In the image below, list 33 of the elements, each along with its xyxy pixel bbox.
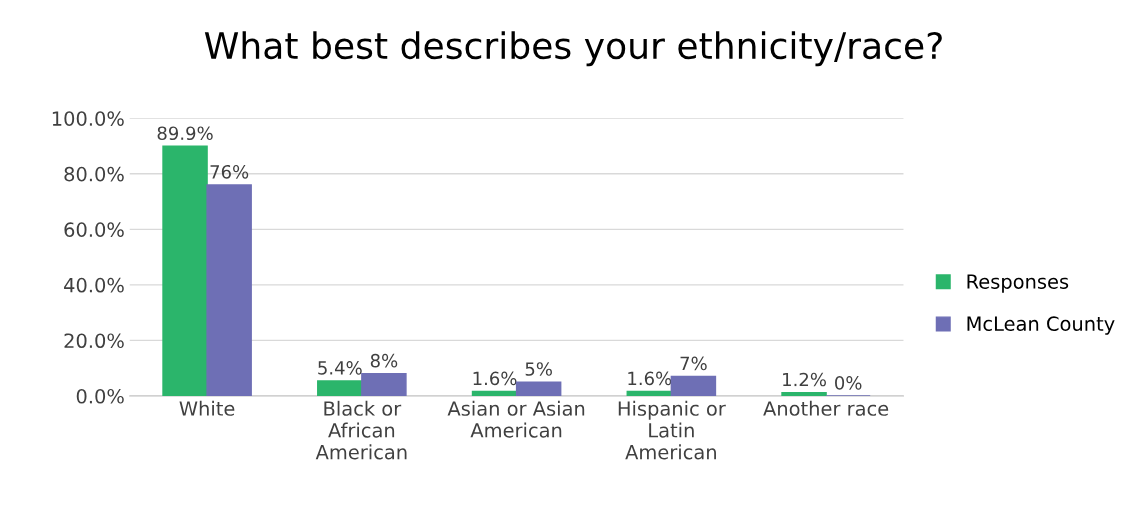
data-label: 1.6%: [628, 371, 672, 386]
legend-label: Responses: [967, 274, 1069, 293]
data-label: 1.2%: [783, 372, 826, 387]
bar: [162, 145, 208, 396]
data-label: 7%: [680, 356, 707, 371]
data-label: 0%: [835, 376, 862, 390]
y-tick-label: 40.0%: [64, 277, 124, 293]
chart-title: What best describes your ethnicity/race?: [204, 31, 942, 67]
data-label: 1.6%: [473, 371, 517, 386]
y-tick-label: 60.0%: [64, 222, 124, 238]
bar: [515, 381, 562, 396]
x-tick-label: Black or African American: [315, 400, 407, 460]
y-tick-label: 100.0%: [52, 111, 124, 126]
bar: [361, 373, 407, 396]
data-label: 5%: [525, 362, 552, 376]
bar: [206, 184, 252, 396]
bar: [471, 390, 518, 396]
data-label: 5.4%: [318, 361, 362, 375]
y-tick-label: 80.0%: [64, 166, 124, 182]
data-label: 89.9%: [157, 126, 213, 141]
data-label: 76%: [210, 164, 249, 179]
x-tick-label: Asian or Asian American: [447, 400, 585, 438]
legend-label: McLean County: [967, 316, 1115, 335]
bar: [317, 380, 363, 396]
bar: [670, 375, 717, 396]
bar: [781, 391, 827, 396]
x-tick-label: White: [179, 400, 235, 416]
bar: [626, 390, 673, 396]
x-tick-label: Hispanic or Latin American: [618, 400, 726, 460]
x-tick-label: Another race: [763, 400, 889, 416]
y-tick-label: 20.0%: [64, 333, 124, 349]
y-tick-label: 0.0%: [76, 388, 124, 404]
data-label: 8%: [370, 353, 398, 368]
